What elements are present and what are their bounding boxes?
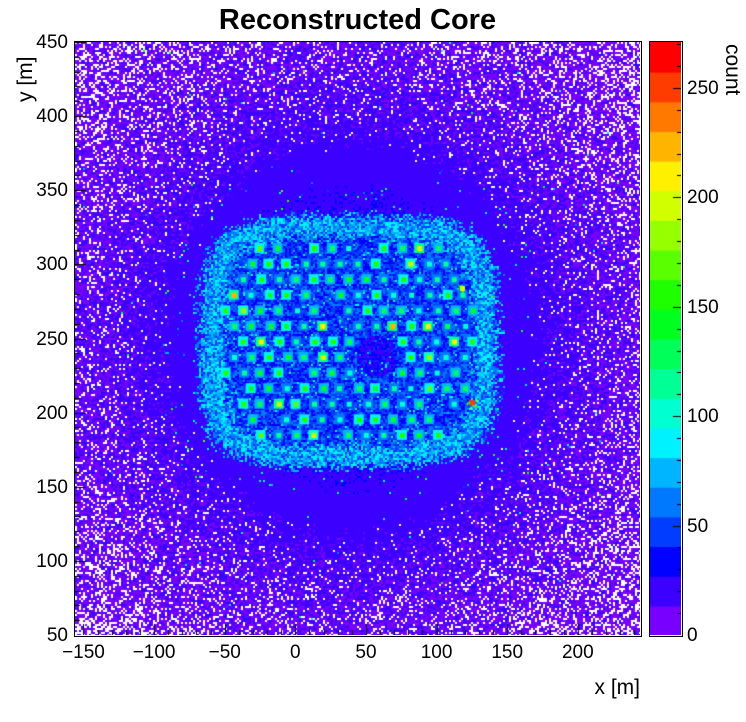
z-tick-label: 100 <box>687 406 719 428</box>
y-tick-label: 300 <box>36 254 68 276</box>
y-tick-label: 350 <box>36 180 68 202</box>
y-tick-label: 150 <box>36 476 68 498</box>
x-tick-label: 150 <box>491 642 524 663</box>
x-tick-label: 200 <box>561 642 594 663</box>
z-tick-label: 250 <box>687 77 719 99</box>
z-tick-label: 0 <box>687 625 698 646</box>
colorbar-canvas <box>650 42 681 635</box>
heatmap-canvas <box>75 42 640 635</box>
x-tick-label: −50 <box>208 642 241 663</box>
x-tick-label: −100 <box>132 642 176 663</box>
z-tick-label: 150 <box>687 296 719 318</box>
y-tick-label: 450 <box>36 32 68 53</box>
y-tick-label: 200 <box>36 402 68 424</box>
y-tick-label: 400 <box>36 106 68 128</box>
plot-title: Reconstructed Core <box>218 4 497 36</box>
y-tick-label: 50 <box>46 625 68 646</box>
x-axis-title: x [m] <box>594 676 641 699</box>
x-tick-label: 100 <box>420 642 453 663</box>
x-tick-label: 50 <box>355 642 377 663</box>
z-tick-label: 50 <box>687 515 709 537</box>
colorbar-title: count <box>721 44 744 96</box>
x-tick-label: −150 <box>62 642 105 663</box>
x-tick-label: 0 <box>290 642 301 663</box>
z-tick-label: 200 <box>687 187 719 209</box>
y-tick-label: 100 <box>36 550 68 572</box>
y-axis-title: y [m] <box>14 56 37 103</box>
y-tick-label: 250 <box>36 328 68 350</box>
